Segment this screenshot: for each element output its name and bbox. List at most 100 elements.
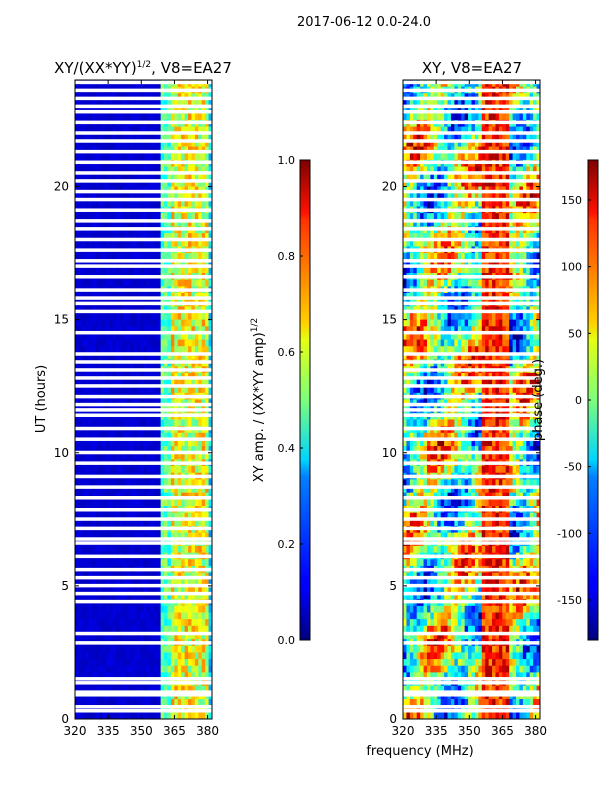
heatmap-cell — [85, 512, 90, 520]
flagged-gap — [75, 690, 212, 694]
heatmap-cell — [92, 193, 96, 201]
heatmap-cell — [157, 532, 162, 540]
heatmap-cell — [160, 632, 165, 640]
heatmap-cell — [177, 259, 182, 267]
heatmap-cell — [146, 499, 151, 507]
heatmap-cell — [191, 466, 196, 474]
heatmap-cell — [198, 326, 203, 334]
heatmap-cell — [413, 239, 418, 247]
heatmap-cell — [447, 126, 452, 134]
heatmap-cell — [492, 99, 496, 108]
heatmap-cell — [160, 193, 165, 201]
heatmap-cell — [170, 379, 175, 387]
heatmap-cell — [461, 233, 466, 241]
heatmap-cell — [461, 199, 466, 207]
heatmap-cell — [92, 133, 96, 141]
heatmap-cell — [208, 352, 212, 360]
heatmap-cell — [177, 233, 182, 241]
heatmap-cell — [164, 699, 168, 707]
heatmap-cell — [533, 126, 537, 134]
heatmap-cell — [75, 239, 79, 247]
heatmap-cell — [98, 579, 103, 587]
heatmap-cell — [95, 133, 100, 141]
heatmap-cell — [109, 346, 114, 354]
heatmap-cell — [191, 386, 196, 394]
heatmap-cell — [164, 579, 168, 587]
heatmap-cell — [81, 632, 86, 640]
heatmap-cell — [205, 332, 209, 340]
heatmap-cell — [98, 253, 103, 261]
heatmap-cell — [116, 499, 120, 507]
heatmap-cell — [208, 239, 212, 247]
heatmap-cell — [194, 179, 199, 187]
heatmap-cell — [512, 133, 517, 141]
heatmap-cell — [181, 592, 185, 600]
heatmap-cell — [136, 652, 141, 660]
heatmap-cell — [191, 199, 196, 207]
heatmap-cell — [201, 352, 206, 360]
heatmap-cell — [170, 605, 175, 613]
heatmap-cell — [153, 659, 158, 667]
heatmap-cell — [191, 139, 196, 147]
heatmap-cell — [440, 213, 445, 221]
heatmap-cell — [136, 312, 141, 321]
heatmap-cell — [81, 239, 86, 247]
heatmap-cell — [201, 113, 206, 121]
heatmap-cell — [112, 519, 117, 527]
heatmap-cell — [78, 479, 83, 487]
heatmap-cell — [140, 332, 144, 340]
heatmap-cell — [153, 579, 158, 587]
heatmap-cell — [167, 532, 172, 540]
heatmap-cell — [85, 612, 90, 620]
heatmap-cell — [78, 605, 83, 613]
heatmap-cell — [81, 219, 86, 227]
heatmap-cell — [502, 239, 507, 247]
heatmap-cell — [205, 179, 209, 187]
heatmap-cell — [126, 532, 131, 540]
heatmap-cell — [426, 233, 431, 241]
heatmap-cell — [505, 139, 510, 147]
heatmap-cell — [116, 685, 120, 693]
heatmap-cell — [191, 113, 196, 121]
heatmap-cell — [119, 199, 124, 207]
heatmap-cell — [109, 672, 114, 680]
heatmap-cell — [146, 699, 151, 707]
heatmap-cell — [112, 712, 117, 719]
heatmap-cell — [440, 166, 445, 174]
heatmap-cell — [536, 179, 540, 187]
heatmap-cell — [512, 113, 517, 121]
heatmap-cell — [129, 466, 134, 474]
heatmap-cell — [143, 612, 148, 620]
heatmap-cell — [105, 339, 110, 347]
heatmap-cell — [174, 466, 179, 474]
heatmap-cell — [208, 652, 212, 660]
heatmap-cell — [78, 532, 83, 540]
heatmap-cell — [177, 219, 182, 227]
heatmap-cell — [457, 233, 462, 241]
heatmap-cell — [181, 99, 185, 108]
heatmap-cell — [75, 386, 79, 394]
left-colorbar-label: XY amp. / (XX*YY amp)1/2 — [250, 318, 267, 482]
heatmap-cell — [95, 652, 100, 660]
heatmap-cell — [444, 213, 448, 221]
heatmap-cell — [198, 352, 203, 360]
heatmap-cell — [102, 179, 107, 187]
heatmap-cell — [164, 645, 168, 653]
heatmap-cell — [167, 579, 172, 587]
heatmap-cell — [505, 113, 510, 121]
heatmap-cell — [160, 685, 165, 693]
heatmap-cell — [112, 326, 117, 334]
heatmap-cell — [153, 452, 158, 460]
heatmap-cell — [119, 519, 124, 527]
heatmap-cell — [105, 605, 110, 613]
heatmap-cell — [492, 133, 496, 141]
heatmap-cell — [201, 253, 206, 261]
heatmap-cell — [167, 712, 172, 719]
heatmap-cell — [488, 133, 493, 141]
heatmap-cell — [474, 219, 479, 227]
heatmap-cell — [167, 619, 172, 627]
heatmap-cell — [81, 326, 86, 334]
heatmap-cell — [126, 199, 131, 207]
heatmap-cell — [143, 339, 148, 347]
heatmap-cell — [85, 233, 90, 241]
